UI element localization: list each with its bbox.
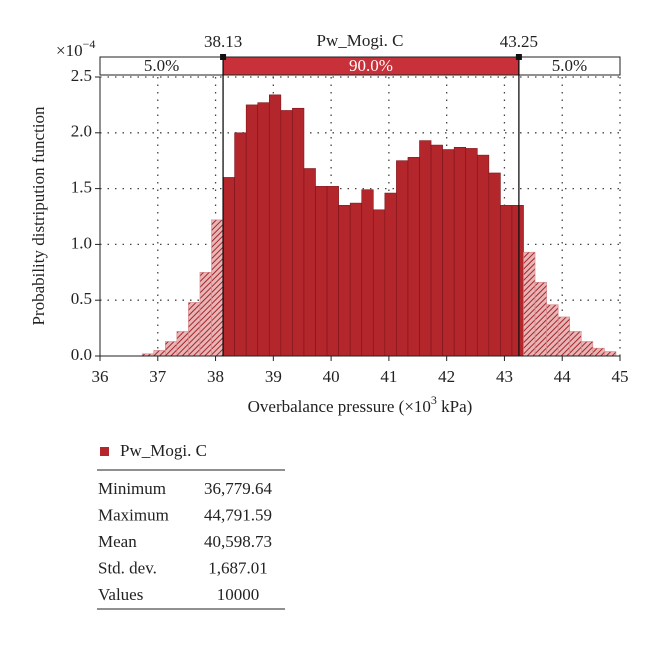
histogram-bar [326,186,339,357]
histogram-bar [292,107,305,357]
x-tick-label: 38 [207,367,224,386]
stat-name: Maximum [98,505,169,524]
histogram-bar [372,209,386,357]
histogram-bar [234,132,247,357]
y-tick-label: 0.0 [71,345,92,364]
histogram-bar [511,205,524,357]
histogram-bar [534,282,547,357]
y-tick-label: 2.0 [71,122,92,141]
histogram-bar [546,304,559,357]
y-multiplier: ×10−4 [56,37,95,60]
x-tick-label: 40 [323,367,340,386]
y-tick-label: 0.5 [71,289,92,308]
y-tick-label: 1.0 [71,233,92,252]
histogram-bar [396,160,409,357]
histogram-bar [349,202,363,357]
x-tick-label: 42 [438,367,455,386]
stat-value: 1,687.01 [208,558,268,577]
histogram-bar [222,177,235,357]
chart-title: Pw_Mogi. C [317,31,404,50]
delimiter-handle [515,54,522,60]
histogram-bar [523,251,536,357]
x-tick-label: 37 [149,367,167,386]
stat-value: 36,779.64 [204,479,273,498]
x-tick-label: 36 [92,367,109,386]
histogram-bar [453,147,467,357]
histogram-bar [315,186,328,357]
histogram-bar [442,149,455,357]
stat-name: Minimum [98,479,166,498]
x-axis-label: Overbalance pressure (×103 kPa) [248,393,473,416]
histogram-bar [188,302,201,357]
histogram-bar [153,350,166,357]
histogram-bar [430,144,443,357]
histogram-bar [557,316,571,357]
region-label: 90.0% [349,56,393,75]
legend-swatch [100,447,109,456]
delimiter-handle [220,54,227,60]
stat-name: Mean [98,532,137,551]
y-tick-label: 1.5 [71,178,92,197]
histogram-bar [580,341,594,357]
histogram-bar [569,331,582,357]
y-tick-label: 2.5 [71,66,92,85]
stat-value: 40,598.73 [204,532,272,551]
histogram-bar [257,102,270,357]
legend-label: Pw_Mogi. C [120,441,207,460]
stat-value: 44,791.59 [204,505,272,524]
histogram-bar [303,168,316,357]
x-tick-label: 43 [496,367,513,386]
histogram-bar [211,219,224,357]
histogram-bar [488,172,501,357]
x-tick-label: 39 [265,367,282,386]
region-label: 5.0% [552,56,587,75]
delimiter-label: 43.25 [500,32,538,51]
histogram-bar [592,347,605,357]
x-tick-label: 45 [612,367,629,386]
x-tick-label: 41 [380,367,397,386]
stat-name: Std. dev. [98,558,157,577]
histogram-bar [245,104,259,357]
histogram-bar [199,271,212,357]
histogram-bar [604,351,617,357]
region-label: 5.0% [144,56,179,75]
x-tick-label: 44 [554,367,572,386]
stat-name: Values [98,585,143,604]
histogram-bar [268,94,282,357]
histogram-bar [176,331,189,357]
histogram-bar [280,110,293,357]
delimiter-label: 38.13 [204,32,242,51]
histogram-bar [419,140,432,357]
histogram-bar [465,148,478,357]
histogram-bar [407,157,420,357]
histogram-bar [476,154,490,357]
histogram-bar [164,341,178,357]
y-axis-label: Probability distripution function [29,106,48,326]
histogram-bar [361,189,374,357]
stat-value: 10000 [217,585,260,604]
histogram-bar [500,205,513,357]
histogram-bar [338,205,351,357]
histogram-bar [384,192,397,357]
